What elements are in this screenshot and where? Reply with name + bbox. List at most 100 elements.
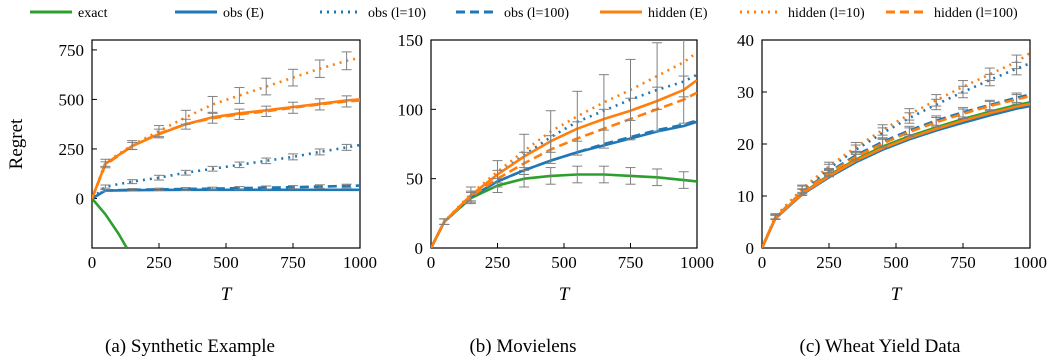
error-bar bbox=[314, 98, 325, 111]
error-bar bbox=[207, 186, 218, 191]
legend-item: obs (l=10) bbox=[320, 6, 426, 21]
legend-label: exact bbox=[78, 6, 108, 21]
error-bar bbox=[984, 67, 995, 82]
x-tick-label: 250 bbox=[146, 253, 172, 272]
legend-label: obs (l=10) bbox=[368, 6, 426, 21]
error-bar bbox=[625, 97, 636, 141]
error-bar bbox=[625, 167, 636, 185]
error-bar bbox=[154, 128, 164, 139]
y-tick-label: 500 bbox=[59, 90, 85, 109]
error-bar bbox=[288, 101, 298, 114]
error-bar bbox=[931, 94, 942, 107]
error-bar bbox=[877, 124, 888, 136]
error-bar bbox=[652, 168, 663, 187]
error-bar bbox=[154, 187, 164, 192]
error-bar bbox=[261, 105, 272, 117]
x-tick-label: 500 bbox=[213, 253, 239, 272]
x-tick-label: 0 bbox=[758, 253, 767, 272]
error-bar bbox=[824, 168, 834, 178]
error-bar bbox=[904, 127, 915, 137]
error-bar bbox=[180, 118, 191, 130]
series-line bbox=[92, 56, 360, 199]
error-bar bbox=[439, 218, 450, 225]
error-bar bbox=[931, 116, 942, 128]
error-bar bbox=[180, 187, 191, 191]
x-axis-label: T bbox=[891, 284, 903, 305]
x-axis-label: T bbox=[221, 284, 233, 305]
error-bar bbox=[234, 108, 245, 120]
error-bar bbox=[314, 184, 325, 189]
error-bar bbox=[1011, 94, 1022, 105]
series-line bbox=[762, 93, 1030, 248]
y-tick-label: 20 bbox=[737, 135, 754, 154]
error-bar bbox=[341, 95, 352, 108]
error-bar bbox=[207, 95, 218, 113]
x-tick-label: 500 bbox=[883, 253, 909, 272]
x-tick-label: 750 bbox=[280, 253, 306, 272]
legend-label: hidden (l=10) bbox=[788, 6, 865, 21]
series-line bbox=[92, 197, 128, 248]
x-tick-label: 500 bbox=[551, 253, 577, 272]
y-tick-label: 250 bbox=[59, 140, 85, 159]
error-bar bbox=[127, 179, 138, 185]
error-bar bbox=[652, 86, 663, 133]
panel-caption: (c) Wheat Yield Data bbox=[800, 336, 961, 357]
error-bar bbox=[314, 59, 325, 78]
y-axis-label: Regret bbox=[6, 118, 27, 169]
error-bar bbox=[877, 138, 888, 149]
legend-label: hidden (E) bbox=[648, 6, 708, 21]
error-bar bbox=[314, 148, 325, 156]
y-tick-label: 10 bbox=[737, 187, 754, 206]
y-tick-label: 50 bbox=[406, 170, 423, 189]
y-tick-label: 100 bbox=[398, 100, 424, 119]
error-bar bbox=[127, 141, 138, 151]
series-line bbox=[431, 51, 697, 248]
error-bar bbox=[100, 184, 111, 189]
error-bar bbox=[678, 75, 689, 124]
plot-area bbox=[762, 51, 1030, 248]
error-bar bbox=[958, 80, 968, 94]
error-bar bbox=[234, 186, 245, 191]
error-bar bbox=[598, 165, 609, 184]
error-bar bbox=[288, 68, 298, 87]
error-bar bbox=[261, 157, 272, 165]
error-bar bbox=[341, 143, 352, 151]
series-line bbox=[431, 73, 697, 248]
error-bar bbox=[850, 152, 861, 162]
chart-panel: 0 250 500 750 1000 0 50 100 150 T (b) Movielens bbox=[398, 31, 715, 357]
chart-panel: 0 250 500 750 1000 0 250 500 750 T Regret (a) Synth… bbox=[6, 39, 377, 357]
legend-item: exact bbox=[30, 6, 108, 21]
x-tick-label: 250 bbox=[816, 253, 842, 272]
plot-area bbox=[431, 40, 697, 248]
error-bar bbox=[958, 108, 968, 120]
legend-item: hidden (E) bbox=[600, 6, 708, 21]
y-tick-label: 0 bbox=[746, 239, 755, 258]
error-bar bbox=[492, 169, 503, 188]
series-line bbox=[762, 101, 1030, 248]
y-tick-label: 150 bbox=[398, 31, 424, 50]
series-line bbox=[762, 62, 1030, 248]
y-tick-label: 0 bbox=[415, 239, 424, 258]
error-bar bbox=[598, 108, 609, 149]
error-bar bbox=[207, 112, 218, 124]
error-bar bbox=[984, 100, 995, 112]
legend-item: hidden (l=100) bbox=[886, 6, 1018, 21]
series-line bbox=[762, 94, 1030, 248]
y-tick-label: 750 bbox=[59, 41, 85, 60]
error-bar bbox=[341, 183, 352, 189]
error-bar bbox=[288, 185, 298, 190]
error-bar bbox=[234, 161, 245, 169]
error-bar bbox=[207, 165, 218, 172]
x-tick-label: 1000 bbox=[1013, 253, 1047, 272]
error-bar bbox=[288, 153, 298, 161]
error-bar bbox=[154, 174, 164, 181]
error-bar bbox=[180, 169, 191, 176]
y-tick-label: 0 bbox=[76, 189, 85, 208]
legend-item: obs (E) bbox=[175, 6, 264, 21]
error-bar bbox=[261, 185, 272, 190]
x-tick-label: 0 bbox=[427, 253, 436, 272]
error-bar bbox=[572, 121, 583, 156]
series-line bbox=[92, 143, 360, 200]
